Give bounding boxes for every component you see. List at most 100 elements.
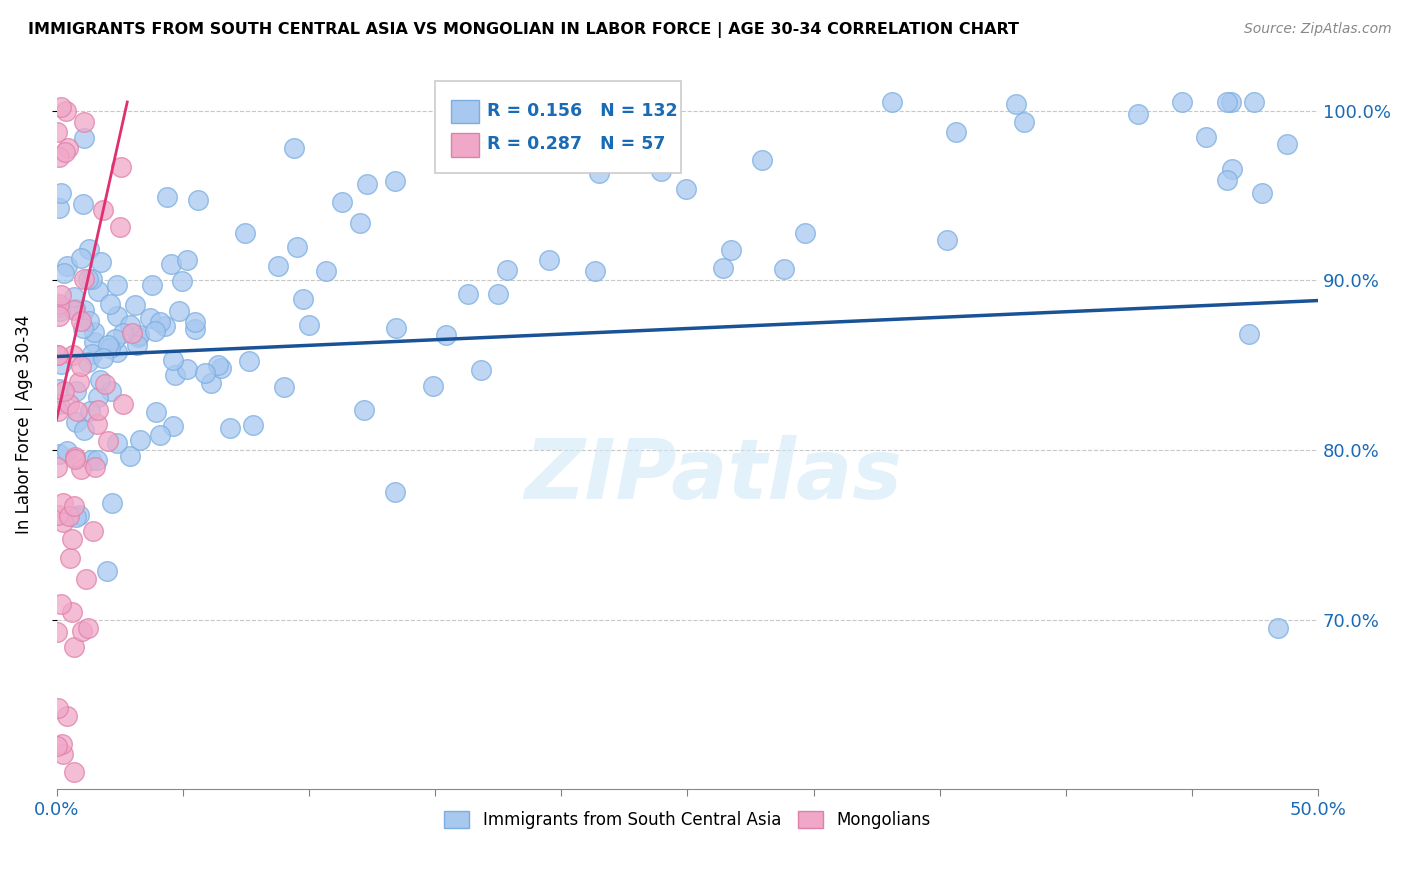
Point	[72, 272, 94, 286]
Point	[104, 332, 127, 346]
Point	[162, 352, 184, 367]
Legend: Immigrants from South Central Asia, Mongolians: Immigrants from South Central Asia, Mong…	[437, 804, 936, 836]
Point	[52, 266, 75, 280]
Point	[53, 145, 76, 159]
Point	[1195, 129, 1218, 144]
Point	[49, 100, 72, 114]
Point	[51, 738, 73, 752]
Point	[457, 287, 479, 301]
Point	[1170, 95, 1192, 109]
Point	[100, 296, 122, 310]
Point	[62, 303, 84, 318]
Point	[77, 314, 100, 328]
Point	[48, 300, 70, 314]
Point	[353, 403, 375, 417]
Point	[384, 320, 406, 334]
Point	[138, 310, 160, 325]
Point	[63, 765, 86, 780]
Point	[1237, 326, 1260, 341]
Point	[207, 358, 229, 372]
Point	[86, 452, 108, 467]
Y-axis label: In Labor Force | Age 30-34: In Labor Force | Age 30-34	[15, 315, 32, 534]
Point	[51, 515, 73, 529]
Point	[124, 298, 146, 312]
FancyBboxPatch shape	[451, 100, 479, 123]
Point	[48, 297, 70, 311]
Point	[86, 285, 108, 299]
Point	[751, 153, 773, 167]
Point	[46, 404, 69, 418]
Point	[84, 459, 107, 474]
Point	[63, 290, 86, 304]
Point	[105, 278, 128, 293]
Point	[219, 421, 242, 435]
Point	[349, 216, 371, 230]
Point	[105, 344, 128, 359]
Point	[56, 141, 79, 155]
Point	[72, 196, 94, 211]
Point	[48, 309, 70, 323]
Point	[82, 524, 104, 538]
Point	[422, 379, 444, 393]
Point	[1220, 95, 1243, 109]
Point	[73, 423, 96, 437]
Point	[120, 318, 142, 333]
Point	[69, 462, 91, 476]
Point	[583, 264, 606, 278]
Point	[1014, 114, 1036, 128]
Point	[108, 219, 131, 234]
Point	[67, 376, 90, 390]
Point	[110, 161, 132, 175]
Point	[46, 348, 69, 362]
Point	[1005, 97, 1028, 112]
Point	[162, 418, 184, 433]
Point	[51, 288, 73, 302]
Point	[1267, 621, 1289, 635]
FancyBboxPatch shape	[434, 81, 681, 173]
Point	[242, 417, 264, 432]
Point	[65, 509, 87, 524]
Point	[73, 302, 96, 317]
Point	[141, 278, 163, 293]
Point	[77, 271, 100, 285]
Point	[56, 443, 79, 458]
Point	[184, 315, 207, 329]
Point	[79, 403, 101, 417]
Point	[112, 397, 135, 411]
Point	[291, 293, 314, 307]
Point	[77, 355, 100, 369]
Point	[97, 434, 120, 448]
Point	[63, 301, 86, 316]
Point	[183, 322, 205, 336]
Point	[145, 405, 167, 419]
Point	[55, 103, 77, 118]
Point	[87, 390, 110, 404]
Point	[46, 460, 69, 475]
Point	[315, 264, 337, 278]
Text: R = 0.287   N = 57: R = 0.287 N = 57	[486, 135, 665, 153]
Point	[156, 190, 179, 204]
Point	[63, 640, 86, 654]
Point	[298, 318, 321, 333]
Point	[91, 203, 114, 218]
Point	[65, 452, 87, 467]
Point	[48, 382, 70, 396]
Point	[49, 357, 72, 371]
Point	[60, 532, 83, 546]
Point	[69, 251, 91, 265]
Point	[773, 262, 796, 277]
Point	[48, 304, 70, 318]
Point	[163, 368, 186, 382]
Point	[58, 508, 80, 523]
Point	[488, 286, 510, 301]
Point	[67, 508, 90, 523]
Point	[238, 353, 260, 368]
Point	[53, 384, 76, 398]
Point	[63, 499, 86, 513]
Point	[149, 315, 172, 329]
Point	[283, 141, 305, 155]
Point	[63, 450, 86, 464]
Point	[330, 194, 353, 209]
Text: Source: ZipAtlas.com: Source: ZipAtlas.com	[1244, 22, 1392, 37]
Point	[65, 384, 87, 398]
